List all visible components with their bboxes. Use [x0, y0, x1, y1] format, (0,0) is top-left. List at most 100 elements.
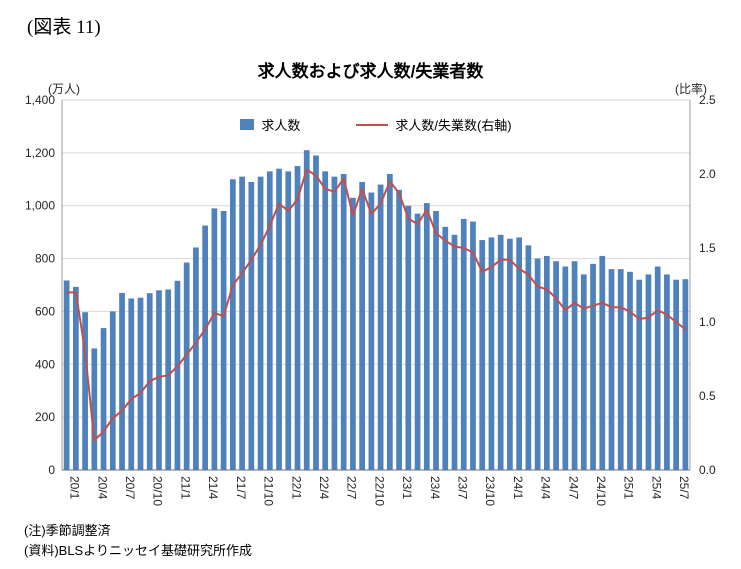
bar	[137, 297, 144, 470]
x-axis-tick-label: 20/7	[123, 476, 137, 500]
x-axis-tick-label: 25/1	[622, 476, 636, 500]
bar	[248, 181, 255, 470]
bar	[165, 289, 172, 470]
bar	[193, 247, 199, 470]
left-axis-tick-label: 200	[35, 410, 55, 424]
x-axis-tick-label: 24/10	[594, 476, 608, 506]
bar	[100, 328, 107, 470]
x-axis-tick-label: 22/1	[289, 476, 303, 500]
left-axis-tick-label: 1,000	[25, 199, 55, 213]
x-axis-tick-label: 24/7	[566, 476, 580, 500]
bar	[340, 174, 347, 470]
right-axis-tick-label: 2.5	[699, 93, 716, 107]
legend: 求人数 求人数/失業数(右軸)	[62, 115, 690, 134]
bar	[72, 286, 79, 470]
bar	[396, 189, 402, 471]
left-axis-tick-label: 800	[35, 252, 55, 266]
x-axis-tick-label: 20/4	[95, 476, 109, 500]
bar	[433, 211, 439, 470]
x-axis-tick-label: 22/7	[345, 476, 359, 500]
bar	[405, 205, 412, 470]
x-axis-tick-label: 24/4	[539, 476, 553, 500]
legend-item-line: 求人数/失業数(右軸)	[356, 115, 512, 134]
bar	[673, 279, 680, 470]
legend-item-bar: 求人数	[240, 115, 300, 134]
bar	[220, 211, 227, 470]
bar	[368, 192, 375, 470]
bar	[294, 166, 301, 470]
bar	[636, 279, 643, 470]
x-axis-tick-label: 25/7	[677, 476, 691, 500]
bar	[617, 269, 624, 470]
figure-label: (図表 11)	[27, 17, 101, 38]
x-axis-tick-label: 21/7	[234, 476, 248, 500]
bar	[322, 171, 329, 471]
bar	[516, 237, 523, 470]
bar	[599, 255, 606, 470]
bar	[202, 225, 209, 470]
bar	[359, 181, 366, 470]
chart-title: 求人数および求人数/失業者数	[257, 62, 484, 81]
bar-series-swatch	[240, 119, 255, 130]
bar	[63, 280, 70, 470]
left-axis-tick-label: 1,400	[25, 93, 55, 107]
bar	[313, 155, 319, 470]
bar	[580, 274, 587, 470]
bar	[627, 271, 633, 470]
bar	[525, 245, 532, 470]
bar	[562, 266, 569, 470]
bar	[479, 240, 486, 470]
x-axis-tick-label: 20/1	[68, 476, 82, 500]
bar	[82, 312, 88, 470]
x-axis-tick-label: 23/4	[428, 476, 442, 500]
bar	[331, 176, 338, 470]
bar	[386, 174, 393, 470]
bar	[266, 171, 273, 471]
line-series-label: 求人数/失業数(右軸)	[395, 118, 512, 133]
bar	[377, 184, 384, 470]
x-axis-tick-label: 25/4	[649, 476, 663, 500]
bar	[128, 298, 135, 470]
bar	[608, 269, 615, 470]
right-axis-tick-label: 0.5	[699, 389, 716, 403]
left-axis-unit: (万人)	[48, 82, 80, 96]
bar	[350, 197, 356, 471]
bar	[664, 274, 670, 470]
note-seasonal-adjustment: (注)季節調整済	[24, 523, 111, 538]
left-axis-tick-label: 400	[35, 357, 55, 371]
right-axis-tick-label: 0.0	[699, 463, 716, 477]
right-axis-tick-label: 2.0	[699, 167, 716, 181]
bar	[414, 213, 421, 470]
bar	[543, 255, 550, 470]
bar	[91, 348, 98, 470]
bar	[257, 176, 264, 470]
right-axis-tick-label: 1.5	[699, 241, 716, 255]
bar	[553, 261, 559, 470]
bar	[174, 280, 181, 470]
bar	[423, 203, 430, 470]
bar	[460, 218, 467, 470]
bar	[229, 179, 236, 471]
bar	[451, 234, 458, 470]
bar-series-label: 求人数	[261, 118, 301, 133]
x-axis-tick-label: 20/10	[151, 476, 165, 506]
x-axis-tick-label: 24/1	[511, 476, 525, 500]
x-axis-tick-label: 23/10	[483, 476, 497, 506]
bar	[497, 234, 504, 470]
bar	[442, 226, 449, 470]
bar	[534, 258, 541, 470]
ratio-line	[66, 168, 687, 442]
bar	[276, 168, 282, 470]
bar	[285, 171, 292, 471]
bar	[488, 237, 495, 470]
x-axis-tick-label: 23/7	[456, 476, 470, 500]
bar	[470, 221, 476, 470]
bar	[590, 263, 596, 470]
x-axis-tick-label: 23/1	[400, 476, 414, 500]
bar	[239, 176, 245, 470]
bar	[507, 238, 513, 470]
x-axis-tick-label: 22/10	[372, 476, 386, 506]
left-axis-tick-label: 0	[48, 463, 55, 477]
left-axis-tick-label: 1,200	[25, 146, 55, 160]
